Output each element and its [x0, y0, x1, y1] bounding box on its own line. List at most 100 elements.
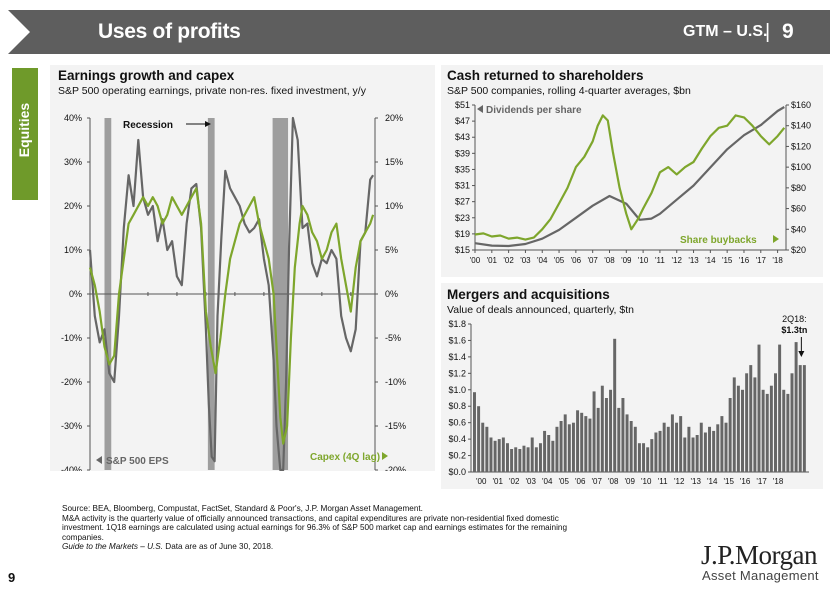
ma-bar — [629, 421, 633, 472]
capex-series-label: Capex (4Q lag) — [310, 452, 380, 463]
ma-bar — [654, 432, 658, 472]
ma-bar — [749, 365, 753, 472]
ma-bar — [728, 398, 732, 472]
y-tick-label-right: -20% — [385, 465, 406, 471]
recession-annotation: Recession — [123, 120, 173, 131]
logo-jpmorgan: J.P.Morgan — [701, 540, 818, 570]
callout-arrowhead — [798, 351, 805, 357]
ma-bar — [753, 377, 757, 472]
x-tick-label: '08 — [608, 477, 619, 486]
panel-earnings-capex — [50, 65, 435, 471]
recession-arrowhead — [205, 121, 211, 127]
y-tick-label-left: -10% — [61, 333, 82, 343]
y-tick-label-right: $20 — [791, 245, 806, 255]
y-tick-label-left: -40% — [61, 465, 82, 471]
x-tick-label: '11 — [658, 477, 668, 486]
y-tick-label: $0.2 — [448, 451, 466, 461]
x-tick-label: '10 — [638, 256, 649, 265]
ma-bar — [473, 392, 476, 472]
ma-bar — [716, 424, 720, 472]
ma-bar — [493, 440, 497, 472]
ma-bar — [724, 422, 728, 472]
ma-bar — [658, 430, 662, 472]
ma-bar — [501, 437, 505, 472]
y-tick-label-left: $27 — [455, 197, 470, 207]
x-tick-label: '04 — [537, 256, 548, 265]
x-tick-label: '00 — [470, 256, 481, 265]
buybacks-label-arrow — [773, 235, 779, 243]
chart-cash-returned: $15 $19 $23 $27 $31 $35 $39 $43 $47 $51 $20 $40 $60 $… — [455, 100, 811, 265]
ma-bar — [481, 422, 485, 472]
header-bar — [8, 10, 830, 54]
x-tick-label: '03 — [520, 256, 531, 265]
y-tick-label: $0.6 — [448, 418, 466, 428]
ma-bar — [708, 426, 712, 472]
ma-bar — [786, 393, 790, 472]
y-tick-label-left: -30% — [61, 421, 82, 431]
capex-series-line — [88, 187, 375, 445]
ma-bar — [576, 410, 580, 472]
ma-bar — [761, 389, 765, 472]
ma-bar — [530, 437, 534, 472]
x-tick-label: '07 — [591, 477, 602, 486]
y-tick-label-right: -10% — [385, 377, 406, 387]
y-tick-label-right: $140 — [791, 121, 811, 131]
buybacks-series-label: Share buybacks — [680, 235, 757, 246]
footer-page-number: 9 — [8, 570, 16, 585]
guide-note: Guide to the Markets – U.S. Data are as … — [62, 542, 672, 552]
ma-bar — [485, 426, 489, 472]
guide-date: Data are as of June 30, 2018. — [163, 542, 274, 552]
y-tick-label-right: $80 — [791, 183, 806, 193]
x-tick-label: '15 — [723, 477, 734, 486]
y-tick-label-left: $43 — [455, 132, 470, 142]
dividends-series-label: Dividends per share — [486, 105, 582, 116]
x-tick-label: '05 — [554, 256, 565, 265]
x-tick-label: '07 — [587, 256, 598, 265]
y-tick-label-right: 0% — [385, 289, 398, 299]
guide-title: Guide to the Markets – U.S. — [62, 542, 164, 552]
source-note: Source: BEA, Bloomberg, Compustat, FactS… — [62, 504, 672, 552]
ma-bar — [609, 389, 613, 472]
logo-subtitle: Asset Management — [702, 568, 819, 583]
ma-bar — [765, 393, 769, 472]
section-label: GTM – U.S. — [683, 23, 768, 40]
ma-bar — [782, 389, 786, 472]
x-tick-label: '16 — [739, 256, 750, 265]
y-tick-label-right: $60 — [791, 204, 806, 214]
ma-bar — [646, 447, 650, 472]
ma-bar — [543, 430, 547, 472]
y-tick-label-left: $39 — [455, 148, 470, 158]
x-tick-label: '01 — [487, 256, 498, 265]
eps-series-line — [88, 116, 375, 471]
y-tick-label: $1.2 — [448, 368, 466, 378]
x-tick-label: '02 — [503, 256, 514, 265]
x-tick-label: '15 — [722, 256, 733, 265]
y-tick-label: $0.4 — [448, 434, 466, 444]
dividends-label-arrow — [477, 105, 483, 113]
ma-bar — [567, 424, 571, 472]
y-tick-label-right: $100 — [791, 162, 811, 172]
ma-bar — [802, 365, 806, 472]
x-tick-label: '05 — [558, 477, 569, 486]
ma-bar — [563, 414, 567, 472]
chart-mergers: $0.0 $0.2 $0.4 $0.6 $0.8 $1.0 $1.2 $1.4 $1.6 $1.8… — [448, 314, 809, 486]
eps-label-arrow — [96, 456, 102, 464]
ma-bar — [625, 414, 629, 472]
y-tick-label-right: -15% — [385, 421, 406, 431]
ma-bar — [613, 338, 617, 472]
x-tick-label: '12 — [672, 256, 683, 265]
ma-bar — [741, 389, 744, 472]
panel-cash-returned — [441, 65, 823, 277]
y-tick-label-right: 20% — [385, 113, 403, 123]
ma-bar — [510, 449, 514, 472]
ma-bar — [600, 385, 604, 472]
ma-bar — [555, 426, 559, 472]
x-tick-label: '09 — [624, 477, 635, 486]
ma-bar — [712, 430, 716, 472]
y-tick-label-left: $47 — [455, 116, 470, 126]
ma-bar — [699, 422, 703, 472]
header-separator: | — [765, 21, 771, 43]
source-line: companies. — [62, 532, 104, 542]
x-tick-label: '18 — [772, 256, 783, 265]
x-tick-label: '03 — [525, 477, 536, 486]
